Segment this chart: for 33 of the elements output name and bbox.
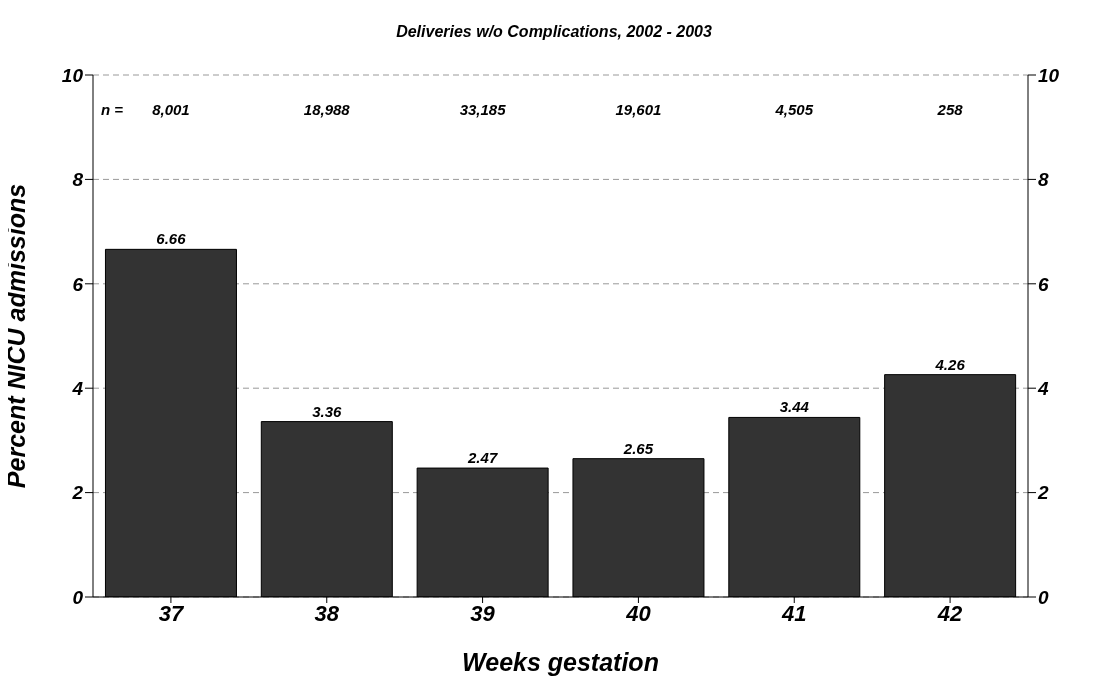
- y-tick-label: 6: [72, 273, 84, 295]
- x-tick-label: 37: [158, 600, 185, 626]
- y2-tick-label: 8: [1038, 169, 1049, 191]
- annotation: n =: [101, 101, 124, 118]
- y-tick-label: 8: [72, 169, 84, 191]
- y2-tick-label: 2: [1037, 482, 1049, 504]
- chart-title: Deliveries w/o Complications, 2002 - 2003: [395, 23, 713, 41]
- annotation: 8,001: [152, 101, 190, 118]
- annotation: 33,185: [458, 101, 507, 118]
- x-tick-label: 39: [470, 600, 496, 626]
- y2-tick-label: 6: [1038, 273, 1049, 295]
- annotation: 258: [936, 101, 964, 118]
- data-label: 2.47: [467, 449, 498, 467]
- data-label: 3.44: [779, 398, 810, 416]
- y2-tick-label: 0: [1038, 586, 1049, 608]
- y2-tick-label: 10: [1038, 64, 1060, 86]
- data-label: 6.66: [156, 230, 187, 248]
- x-tick-label: 40: [625, 600, 652, 626]
- y-tick-label: 4: [71, 377, 84, 399]
- y2-tick-label: 4: [1037, 377, 1049, 399]
- x-tick-label: 38: [314, 600, 340, 626]
- x-tick-label: 42: [936, 600, 964, 626]
- data-label: 3.36: [312, 402, 343, 420]
- data-label: 2.65: [622, 439, 654, 457]
- data-label: 4.26: [934, 355, 966, 373]
- y-tick-label: 10: [61, 64, 84, 86]
- annotation: 18,988: [302, 101, 351, 118]
- annotation: 19,601: [614, 101, 663, 118]
- x-tick-label: 41: [781, 600, 807, 626]
- y-tick-label: 0: [72, 586, 84, 608]
- y-tick-label: 2: [71, 482, 84, 504]
- x-axis-title: Weeks gestation: [461, 648, 660, 677]
- annotation: 4,505: [774, 101, 815, 118]
